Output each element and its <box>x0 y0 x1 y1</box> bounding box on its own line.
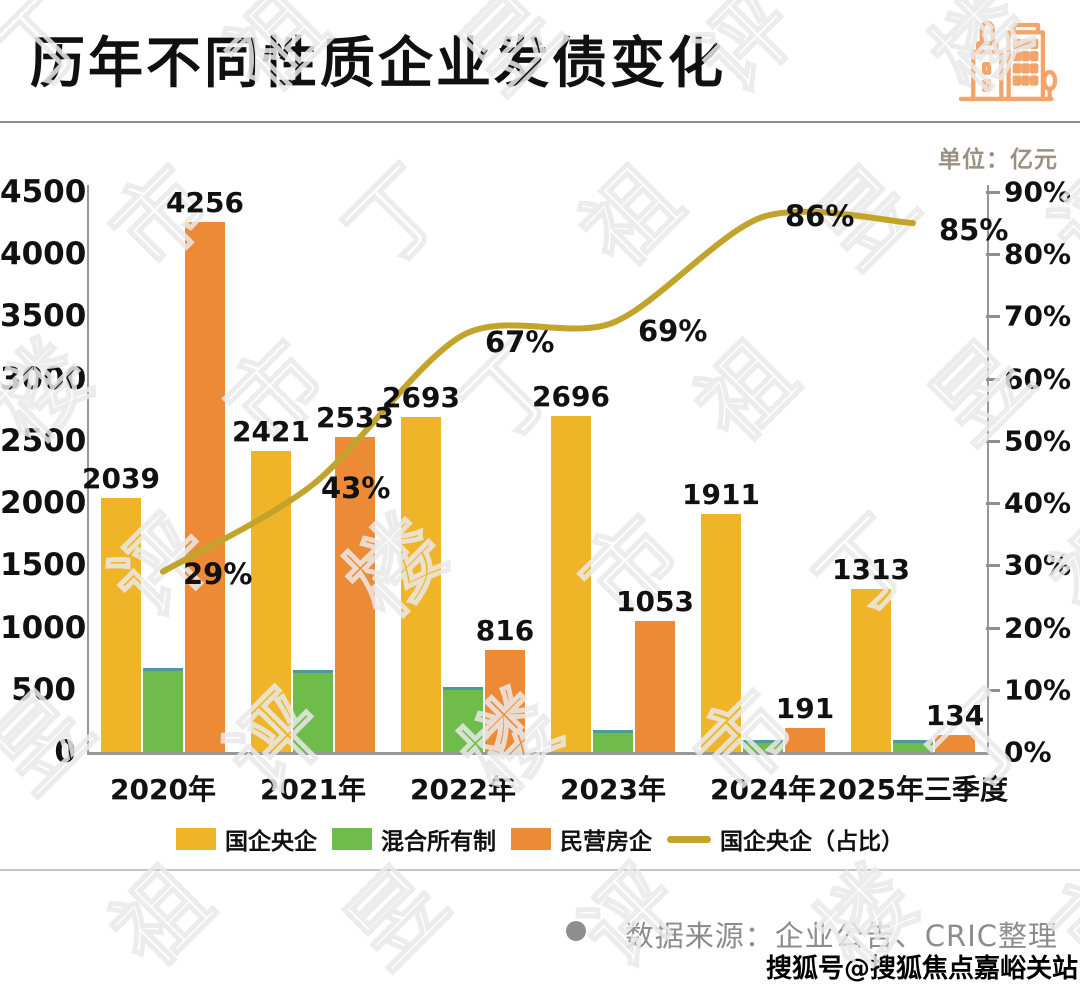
y-axis-right-tick-label: 30% <box>1004 548 1072 582</box>
y-axis-right-tick-label: 90% <box>1004 175 1072 209</box>
x-axis-category-label: 2020年 <box>110 773 216 806</box>
legend-swatch-private-developer <box>511 828 551 850</box>
y-axis-right-tick <box>986 688 1000 692</box>
y-axis-right-tick-label: 60% <box>1004 362 1072 396</box>
buildings-icon <box>958 20 1058 102</box>
legend-label-mixed-ownership: 混合所有制 <box>381 829 496 855</box>
y-axis-right-tick-label: 0% <box>1004 735 1052 769</box>
private-developer-value-label: 1053 <box>616 584 694 618</box>
y-axis-left-tick-label: 3000 <box>0 360 87 397</box>
y-axis-left-tick-label: 3500 <box>0 298 87 335</box>
y-axis-left-tick-label: 4500 <box>0 174 87 210</box>
private-developer-value-label: 4256 <box>166 186 244 220</box>
y-axis-right-tick <box>986 377 1000 381</box>
soe-central-value-label: 2421 <box>232 414 310 448</box>
mixed-ownership-bar <box>293 670 333 752</box>
chart-legend: 国企央企 混合所有制 民营房企 国企央企（占比） <box>0 822 1080 856</box>
private-developer-bar <box>185 222 225 752</box>
y-axis-left-tick-label: 0 <box>54 734 76 770</box>
soe-share-point-label: 86% <box>785 198 855 233</box>
soe-share-point-label: 69% <box>638 313 708 348</box>
y-axis-right-tick-label: 50% <box>1004 424 1072 458</box>
y-axis-left-tick-label: 2000 <box>0 485 87 522</box>
y-axis-left-tick-label: 2500 <box>0 422 87 459</box>
footer-divider <box>0 869 1080 871</box>
y-axis-right-tick <box>986 626 1000 630</box>
source-bullet-icon <box>566 921 586 941</box>
page-title: 历年不同性质企业发债变化 <box>30 31 727 95</box>
y-axis-left <box>87 185 89 754</box>
y-axis-right-tick <box>986 191 1000 194</box>
mixed-ownership-bar <box>143 668 183 752</box>
legend-swatch-soe-central <box>176 828 216 850</box>
y-axis-left-tick-label: 1500 <box>0 547 87 584</box>
legend-label-soe-share: 国企央企（占比） <box>720 829 904 855</box>
soe-central-bar <box>851 588 891 752</box>
legend-label-soe-central: 国企央企 <box>225 829 317 855</box>
header-divider <box>0 121 1080 123</box>
legend-swatch-mixed-ownership <box>332 828 372 850</box>
y-axis-right-tick-label: 40% <box>1004 486 1072 520</box>
legend-label-private-developer: 民营房企 <box>560 829 652 855</box>
mixed-ownership-bar <box>743 740 783 752</box>
soe-share-point-label: 43% <box>321 471 391 506</box>
private-developer-value-label: 816 <box>475 614 535 648</box>
legend-swatch-soe-share <box>667 835 711 843</box>
legend-item-mixed-ownership: 混合所有制 <box>332 822 496 856</box>
private-developer-value-label: 134 <box>925 699 985 733</box>
x-axis-category-label: 2021年 <box>260 773 366 806</box>
y-axis-left-tick-label: 500 <box>11 671 76 708</box>
soe-share-point-label: 67% <box>485 325 555 360</box>
soe-central-bar <box>101 498 141 752</box>
data-source-text: 数据来源：企业公告、CRIC整理 <box>624 919 1058 953</box>
legend-item-soe-share: 国企央企（占比） <box>667 822 904 856</box>
private-developer-bar <box>335 436 375 752</box>
y-axis-right-tick-label: 80% <box>1004 237 1072 271</box>
legend-item-soe-central: 国企央企 <box>176 822 317 856</box>
x-axis <box>87 752 989 755</box>
private-developer-bar <box>485 650 525 752</box>
y-axis-right-tick <box>986 564 1000 568</box>
y-axis-right-tick <box>986 502 1000 506</box>
y-axis-right-tick <box>986 315 1000 319</box>
soe-share-point-label: 85% <box>939 213 1009 248</box>
private-developer-bar <box>635 620 675 752</box>
y-axis-right-tick-label: 20% <box>1004 611 1072 645</box>
watermark-account-text: 搜狐号@搜狐焦点嘉峪关站 <box>765 954 1078 984</box>
soe-central-value-label: 2693 <box>382 380 460 414</box>
soe-central-value-label: 1313 <box>832 552 910 586</box>
private-developer-bar <box>935 735 975 752</box>
y-axis-right-tick <box>986 253 1000 257</box>
y-axis-right <box>987 185 989 754</box>
private-developer-value-label: 2533 <box>316 400 394 434</box>
y-axis-right-tick-label: 10% <box>1004 673 1072 707</box>
y-axis-left-tick-label: 1000 <box>0 609 87 646</box>
private-developer-value-label: 191 <box>775 692 835 726</box>
x-axis-category-label: 2022年 <box>410 773 516 806</box>
soe-central-bar <box>551 416 591 752</box>
mixed-ownership-bar <box>893 740 933 752</box>
y-axis-right-tick <box>986 439 1000 443</box>
x-axis-category-label: 2024年 <box>710 773 816 806</box>
legend-item-private-developer: 民营房企 <box>511 822 652 856</box>
private-developer-bar <box>785 728 825 752</box>
y-axis-right-tick-label: 70% <box>1004 299 1072 333</box>
y-axis-left-tick-label: 4000 <box>0 236 87 273</box>
mixed-ownership-bar <box>593 730 633 752</box>
mixed-ownership-bar <box>443 687 483 752</box>
soe-central-value-label: 2696 <box>532 380 610 414</box>
soe-central-bar <box>401 416 441 752</box>
x-axis-category-label: 2025年三季度 <box>818 773 1008 806</box>
soe-central-value-label: 2039 <box>82 462 160 496</box>
x-axis-category-label: 2023年 <box>560 773 666 806</box>
soe-share-point-label: 29% <box>183 556 253 591</box>
soe-central-bar <box>701 514 741 752</box>
soe-central-value-label: 1911 <box>682 478 760 512</box>
unit-label: 单位：亿元 <box>938 147 1058 173</box>
